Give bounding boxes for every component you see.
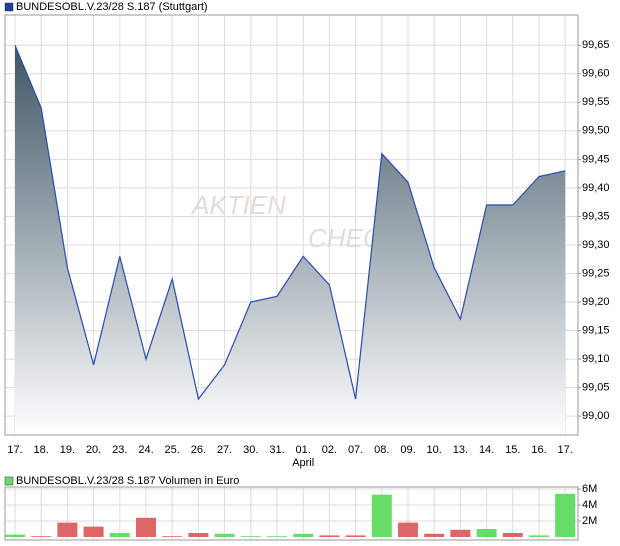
x-tick-label: 08. [374,444,389,456]
x-tick-label: 31. [269,444,284,456]
volume-bar [162,536,183,537]
volume-bar [319,535,340,537]
x-tick-label: 23. [112,444,127,456]
volume-bar [529,535,549,537]
y-tick-label: 99,60 [582,68,610,80]
legend-swatch [4,2,14,12]
area-fill [15,45,566,435]
x-tick-label: 07. [348,444,363,456]
y-tick-label: 99,40 [582,182,610,194]
x-tick-label: 17. [7,444,22,456]
x-tick-label: 30. [243,444,258,456]
volume-bar [502,533,523,537]
y-tick-label: 99,25 [582,267,610,279]
y-tick-label: 99,55 [582,96,610,108]
x-tick-label: 10. [427,444,442,456]
volume-bar [83,526,104,537]
y-tick-label: 99,45 [582,153,610,165]
x-tick-label: 02. [322,444,337,456]
x-tick-label: 20. [86,444,101,456]
y-tick-label: 99,15 [582,324,610,336]
volume-bar [555,493,576,537]
x-tick-label: 24. [138,444,153,456]
x-tick-label: 18. [34,444,49,456]
x-tick-label: 16. [531,444,546,456]
volume-bar [5,534,25,537]
volume-bar [424,533,445,537]
legend-swatch [4,476,14,486]
volume-bar [136,517,156,537]
x-tick-label: 15. [505,444,520,456]
x-tick-label: 17. [558,444,573,456]
y-tick-label: 6M [582,483,597,495]
y-tick-label: 99,30 [582,239,610,251]
y-tick-label: 99,65 [582,39,610,51]
y-tick-label: 99,35 [582,210,610,222]
volume-bar [398,522,418,537]
volume-bar [450,529,471,537]
x-tick-label: 25. [165,444,180,456]
volume-bar [293,533,314,537]
volume-bar [31,536,52,537]
x-tick-label: 13. [453,444,468,456]
y-tick-label: 99,05 [582,382,610,394]
x-tick-label: 19. [60,444,75,456]
y-tick-label: 99,20 [582,296,610,308]
volume-bar [476,529,497,537]
watermark: AKTIEN [190,190,286,220]
price-line [14,45,566,401]
volume-bar [57,522,78,537]
legend-label: BUNDESOBL.V.23/28 S.187 Volumen in Euro [16,475,239,487]
volume-bar [214,533,235,537]
volume-bar [371,494,392,537]
y-tick-label: 4M [582,499,597,511]
month-label: April [292,457,314,469]
y-tick-label: 99,50 [582,125,610,137]
x-tick-label: 14. [479,444,494,456]
x-tick-label: 26. [191,444,206,456]
x-tick-label: 01. [296,444,311,456]
volume-bar [240,536,261,537]
y-tick-label: 99,10 [582,353,610,365]
y-tick-label: 2M [582,515,597,527]
volume-bar [345,535,366,537]
x-tick-label: 27. [217,444,232,456]
volume-bar [188,533,209,537]
plot-frame [4,14,579,436]
volume-bar [109,533,130,537]
y-tick-label: 99,00 [582,410,610,422]
volume-bar [267,536,287,537]
plot-frame [4,486,579,541]
legend-label: BUNDESOBL.V.23/28 S.187 (Stuttgart) [16,1,208,13]
x-tick-label: 09. [400,444,415,456]
